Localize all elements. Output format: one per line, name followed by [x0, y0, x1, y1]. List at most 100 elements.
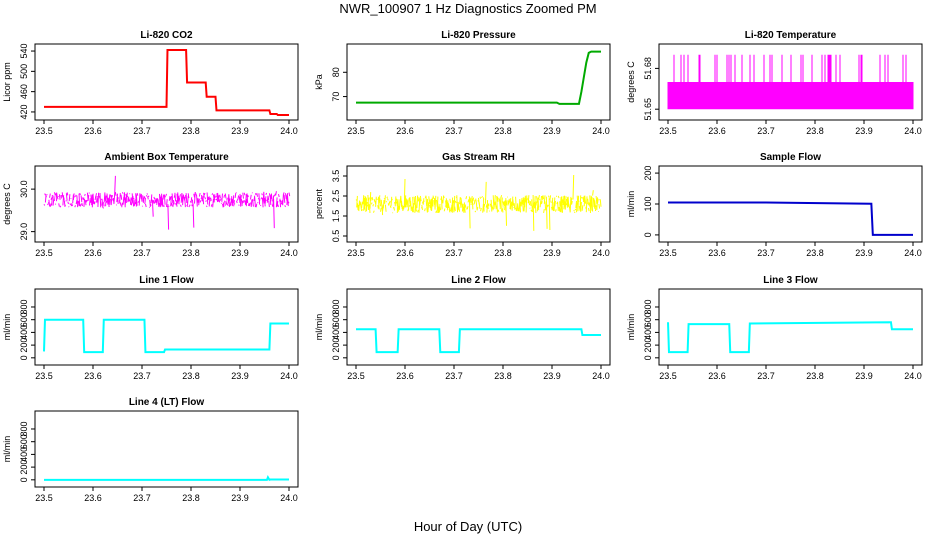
x-tick-label: 23.5 [659, 126, 677, 136]
y-tick-label: 800 [331, 299, 341, 314]
plot-frame [346, 43, 611, 121]
y-tick-label: 460 [19, 84, 29, 99]
x-tick-label: 23.5 [659, 248, 677, 258]
series-line-1 [667, 321, 913, 354]
y-tick-label: 80 [331, 67, 341, 77]
x-tick-label: 23.7 [133, 371, 151, 381]
series-line-1 [356, 328, 601, 354]
y-tick-label: 0 [643, 355, 653, 360]
x-tick-label: 23.9 [855, 248, 873, 258]
x-tick-label: 23.8 [182, 493, 200, 503]
y-axis-label: ml/min [2, 314, 12, 341]
y-tick-label: 600 [19, 312, 29, 327]
y-tick-label: 1.5 [331, 210, 341, 223]
y-tick-label: 600 [19, 434, 29, 449]
y-tick-label: 2.5 [331, 190, 341, 203]
chart-panel-8: Line 2 Flow ml/min 23.5 23.6 23.7 23.8 23.9 24.… [314, 275, 611, 381]
y-axis-label: ml/min [314, 314, 324, 341]
y-axis-label: degrees C [626, 61, 636, 103]
y-axis-label: percent [314, 188, 324, 219]
x-tick-label: 23.6 [84, 126, 102, 136]
x-tick-label: 23.9 [231, 248, 249, 258]
series-line-1 [44, 474, 289, 482]
plot-frame [346, 165, 611, 243]
y-axis-label: kPa [314, 74, 324, 90]
series-line-1 [355, 175, 602, 231]
x-tick-label: 23.6 [396, 126, 414, 136]
y-tick-label: 400 [643, 325, 653, 340]
series-line-1 [356, 50, 601, 105]
chart-panel-10: Line 4 (LT) Flow ml/min 23.5 23.6 23.7 23.8 23… [2, 397, 299, 503]
x-tick-label: 23.6 [396, 248, 414, 258]
chart-panel-3: Li-820 Temperature degrees C 23.5 23.6 23.7 2… [626, 30, 923, 136]
panel-title: Li-820 Pressure [441, 30, 516, 41]
x-tick-label: 23.9 [855, 371, 873, 381]
y-tick-label: 0.5 [331, 230, 341, 243]
x-tick-label: 23.8 [806, 126, 824, 136]
x-tick-label: 24.0 [280, 126, 298, 136]
x-axis-caption: Hour of Day (UTC) [413, 519, 523, 534]
x-tick-label: 23.5 [347, 248, 365, 258]
y-tick-label: 500 [19, 64, 29, 79]
figure-title: NWR_100907 1 Hz Diagnostics Zoomed PM [339, 1, 597, 16]
series-line-1 [44, 49, 289, 116]
x-tick-label: 24.0 [280, 371, 298, 381]
plot-frame [658, 43, 923, 121]
chart-panel-4: Ambient Box Temperature degrees C 23.5 23.6… [2, 152, 299, 258]
chart-panel-1: Li-820 CO2 Licor ppm 23.5 23.6 23.7 23.8 23.9 2… [2, 30, 299, 136]
x-tick-label: 23.9 [543, 248, 561, 258]
y-tick-label: 400 [19, 325, 29, 340]
series-line-1 [667, 54, 914, 110]
y-tick-label: 200 [331, 338, 341, 353]
x-tick-label: 23.6 [84, 371, 102, 381]
x-tick-label: 23.6 [708, 371, 726, 381]
panel-title: Gas Stream RH [442, 152, 515, 163]
x-tick-label: 23.7 [757, 126, 775, 136]
x-tick-label: 24.0 [592, 126, 610, 136]
y-tick-label: 540 [19, 44, 29, 59]
x-tick-label: 23.8 [494, 248, 512, 258]
x-tick-label: 23.8 [494, 371, 512, 381]
y-tick-label: 800 [19, 421, 29, 436]
y-tick-label: 200 [643, 166, 653, 181]
x-tick-label: 23.7 [445, 126, 463, 136]
y-axis-label: ml/min [626, 191, 636, 218]
y-tick-label: 0 [19, 477, 29, 482]
y-axis-label: ml/min [2, 436, 12, 463]
x-tick-label: 23.6 [396, 371, 414, 381]
y-tick-label: 800 [643, 299, 653, 314]
y-tick-label: 29.0 [19, 223, 29, 241]
y-axis-label: degrees C [2, 183, 12, 225]
x-tick-label: 24.0 [280, 248, 298, 258]
x-tick-label: 23.8 [494, 126, 512, 136]
x-tick-label: 24.0 [592, 371, 610, 381]
panel-title: Li-820 Temperature [745, 30, 837, 41]
y-tick-label: 600 [643, 312, 653, 327]
panel-title: Line 2 Flow [451, 275, 506, 286]
x-tick-label: 23.7 [445, 248, 463, 258]
series-line-1 [43, 318, 289, 354]
y-tick-label: 100 [643, 196, 653, 211]
y-tick-label: 3.5 [331, 170, 341, 183]
chart-panel-7: Line 1 Flow ml/min 23.5 23.6 23.7 23.8 23.9 24.… [2, 275, 299, 381]
y-axis-label: Licor ppm [2, 62, 12, 102]
y-tick-label: 200 [643, 338, 653, 353]
x-tick-label: 23.7 [133, 248, 151, 258]
y-tick-label: 0 [643, 232, 653, 237]
plot-frame [658, 165, 923, 243]
y-tick-label: 51.65 [643, 98, 653, 121]
x-tick-label: 23.9 [231, 126, 249, 136]
x-tick-label: 23.7 [757, 371, 775, 381]
x-tick-label: 23.5 [347, 126, 365, 136]
x-tick-label: 23.8 [182, 248, 200, 258]
plot-frame [34, 288, 299, 366]
x-tick-label: 23.7 [445, 371, 463, 381]
y-tick-label: 800 [19, 299, 29, 314]
x-tick-label: 24.0 [904, 126, 922, 136]
x-tick-label: 23.6 [84, 493, 102, 503]
y-tick-label: 0 [19, 355, 29, 360]
plot-frame [34, 410, 299, 488]
y-tick-label: 200 [19, 338, 29, 353]
x-tick-label: 23.5 [347, 371, 365, 381]
